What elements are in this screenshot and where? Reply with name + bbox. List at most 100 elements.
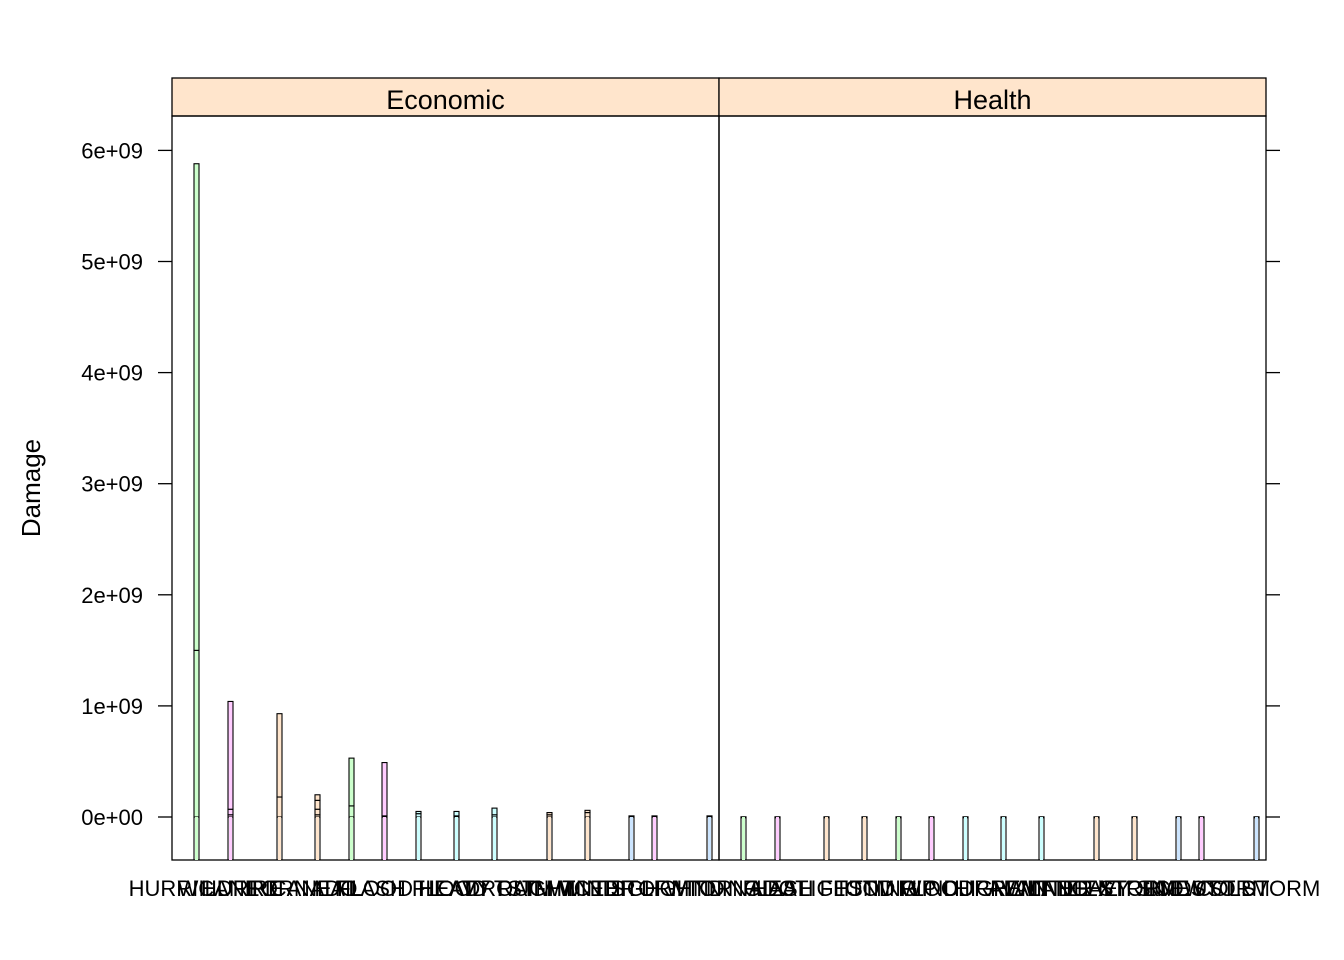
x-tick-label: HEAVY SNOW <box>1057 876 1204 901</box>
panel-strip-label: Economic <box>386 85 505 115</box>
bar-segment <box>453 810 460 817</box>
bar-stem-fill <box>708 817 711 860</box>
x-tick-label: FLOOD <box>337 876 413 901</box>
bar <box>584 809 591 860</box>
x-tick-label: HEAT <box>419 876 476 901</box>
bar-segment <box>348 757 355 807</box>
bar-stem-fill <box>742 817 745 860</box>
bar-stem-fill <box>930 817 933 860</box>
bar-segment <box>314 808 321 816</box>
bar-stem-fill <box>548 817 551 860</box>
bar <box>774 816 781 860</box>
x-tick-label: HURRICANE <box>201 876 332 901</box>
x-tick-label: LIGHTNING <box>641 876 761 901</box>
bar-segment <box>227 808 234 816</box>
bar-segment <box>584 812 591 818</box>
bar <box>1198 816 1205 860</box>
x-tick-label: WILDFIRE <box>178 876 283 901</box>
panels-layer: Economic HURRICANEWILDFIREHURRICANETORNAD… <box>129 77 1320 901</box>
bar <box>861 816 868 860</box>
bar-stem-fill <box>383 817 386 860</box>
x-tick-label: FLASH FLOOD <box>743 876 896 901</box>
bar-stem-fill <box>350 817 353 860</box>
bar-stem-fill <box>229 817 232 860</box>
panel-frame <box>718 115 1267 861</box>
bar-stem-fill <box>863 817 866 860</box>
bar <box>227 700 234 860</box>
x-tick-label: AVALANCHE <box>988 876 1118 901</box>
x-tick-label: HEAT <box>751 876 808 901</box>
y-axis-title: Damage <box>16 439 46 537</box>
x-tick-label: FLOOD <box>898 876 974 901</box>
panel-strip-label: Health <box>953 85 1031 115</box>
bar-stem-fill <box>1255 817 1258 860</box>
bar-segment <box>546 812 553 816</box>
bar-stem-fill <box>1177 817 1180 860</box>
bar-segment <box>491 807 498 816</box>
panel-strip <box>718 77 1267 117</box>
bar-segment <box>193 649 200 818</box>
bar-segment <box>227 700 234 810</box>
bar <box>415 810 422 860</box>
bar <box>193 163 200 860</box>
bar-stem-fill <box>776 817 779 860</box>
bar <box>928 816 935 860</box>
bar <box>491 807 498 860</box>
bar-stem-fill <box>1133 817 1136 860</box>
bar <box>314 794 321 860</box>
bar-stem-fill <box>316 817 319 860</box>
panel-economic: Economic HURRICANEWILDFIREHURRICANETORNAD… <box>129 77 761 901</box>
x-tick-label: HURRICANE <box>129 876 260 901</box>
x-tick-label: FLASH FLOOD <box>335 876 488 901</box>
bar-stem-fill <box>1040 817 1043 860</box>
bar-stem-fill <box>493 817 496 860</box>
x-tick-label: LIGHTNING <box>798 876 918 901</box>
bar <box>348 757 355 860</box>
y-tick-label: 1e+09 <box>81 694 143 719</box>
bar <box>1038 816 1045 860</box>
bar-stem-fill <box>1095 817 1098 860</box>
bar <box>706 815 713 860</box>
bar-stem-fill <box>630 817 633 860</box>
bar <box>546 812 553 860</box>
x-tick-label: TSTM WIND <box>835 876 960 901</box>
panel-strip <box>171 77 720 117</box>
bar <box>1253 816 1260 860</box>
bar-segment <box>651 815 658 818</box>
bar-stem-fill <box>1200 817 1203 860</box>
x-tick-label: ICE STORM <box>568 876 690 901</box>
x-tick-label: TSTM WIND <box>494 876 619 901</box>
x-tick-label: HEAVY RAIN <box>418 876 549 901</box>
x-tick-label: WINTER STORM <box>1006 876 1178 901</box>
bar-segment <box>314 799 321 810</box>
x-tick-label: HIGH WIND <box>605 876 725 901</box>
bar-segment <box>381 762 388 817</box>
bar-stem-fill <box>278 817 281 860</box>
y-tick-label: 0e+00 <box>81 805 143 830</box>
bar-segment <box>415 810 422 815</box>
x-tick-label: TORNADO <box>248 876 358 901</box>
bar <box>381 762 388 860</box>
bar-stem-fill <box>1002 817 1005 860</box>
bar-stem-fill <box>897 817 900 860</box>
x-tick-label: DROUGHT <box>464 876 575 901</box>
y-tick-label: 6e+09 <box>81 138 143 163</box>
bar <box>628 815 635 860</box>
bar-stem-fill <box>417 817 420 860</box>
bar-segment <box>193 163 200 651</box>
x-tick-label: WINTER <box>549 876 636 901</box>
x-tick-label: RIP CURRENT <box>900 876 1050 901</box>
bar <box>740 816 747 860</box>
y-tick-label: 2e+09 <box>81 583 143 608</box>
bar-segment <box>276 713 283 798</box>
x-tick-label: EXTREME COLD <box>1083 876 1257 901</box>
bar-stem-fill <box>653 817 656 860</box>
x-tick-label: HAIL <box>314 876 363 901</box>
y-tick-label: 3e+09 <box>81 472 143 497</box>
bar <box>962 816 969 860</box>
bar-stem-fill <box>964 817 967 860</box>
bar-segment <box>348 805 355 818</box>
bar <box>276 713 283 860</box>
